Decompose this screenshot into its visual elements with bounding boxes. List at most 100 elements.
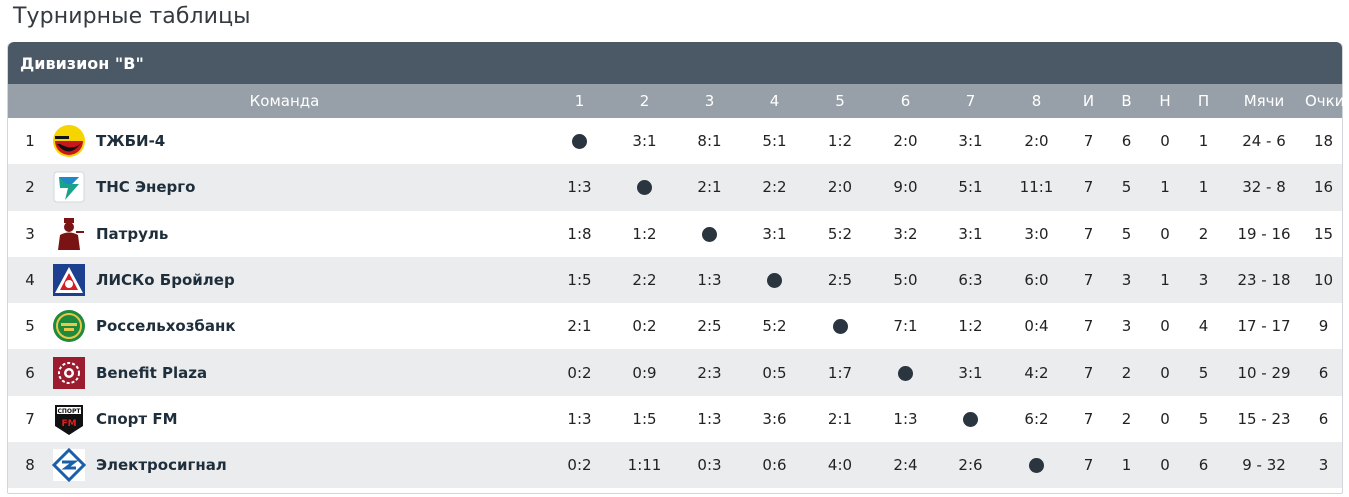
wins-cell: 2	[1121, 363, 1132, 382]
match-result-cell[interactable]: 5:1	[958, 178, 983, 197]
match-result-cell[interactable]: 1:3	[567, 178, 592, 197]
match-result-cell[interactable]: 2:5	[827, 271, 853, 290]
match-result-cell[interactable]: 3:1	[762, 224, 787, 243]
header-draws: Н	[1159, 92, 1171, 110]
match-result-cell[interactable]: 1:2	[827, 132, 853, 151]
team-name-link[interactable]: ТНС Энерго	[96, 178, 196, 197]
match-result-cell[interactable]: 2:0	[1024, 132, 1049, 151]
match-result-cell[interactable]: 6:3	[958, 271, 983, 290]
match-result-cell[interactable]: 11:1	[1019, 178, 1054, 197]
match-result-cell[interactable]: 9:0	[893, 178, 918, 197]
match-result-cell[interactable]: 5:2	[827, 224, 853, 243]
wins-cell: 1	[1121, 456, 1132, 475]
match-result-cell[interactable]: 4:2	[1024, 363, 1049, 382]
match-result-cell[interactable]: 7:1	[893, 317, 918, 336]
match-result-cell[interactable]: 3:1	[958, 132, 983, 151]
points-cell: 18	[1313, 132, 1334, 151]
match-result-cell[interactable]: 3:1	[958, 363, 983, 382]
match-result-cell[interactable]: 3:0	[1024, 224, 1049, 243]
points-cell: 10	[1313, 271, 1334, 290]
team-name-link[interactable]: Benefit Plaza	[96, 363, 208, 382]
position-cell: 4	[25, 271, 35, 290]
match-result-cell[interactable]: 1:2	[632, 224, 657, 243]
match-result-cell[interactable]: 2:0	[893, 132, 918, 151]
match-result-cell[interactable]: 1:3	[893, 409, 918, 428]
lisko-broiler-logo-icon	[52, 263, 86, 297]
match-result-cell[interactable]: 1:8	[567, 224, 592, 243]
played-cell: 7	[1083, 409, 1094, 428]
match-result-cell[interactable]: 1:7	[827, 363, 853, 382]
match-result-cell[interactable]: 2:5	[697, 317, 722, 336]
match-result-cell[interactable]: 1:5	[567, 271, 592, 290]
team-name-link[interactable]: Россельхозбанк	[96, 317, 236, 336]
goals-cell: 17 - 17	[1237, 317, 1291, 336]
match-result-cell[interactable]: 1:11	[627, 456, 662, 475]
match-result-cell[interactable]: 3:2	[893, 224, 918, 243]
self-match-dot-icon	[1029, 458, 1044, 474]
match-result-cell[interactable]: 1:3	[697, 409, 722, 428]
match-result-cell[interactable]: 2:3	[697, 363, 722, 382]
header-position	[8, 84, 52, 118]
match-result-cell[interactable]: 2:2	[632, 271, 657, 290]
match-result-cell[interactable]: 0:2	[632, 317, 657, 336]
table-header-row: Команда 1 2 3 4 5 6 7 8 И В Н П Мячи Очк…	[8, 84, 1344, 118]
table-row: 2 ТНС Энерго 1:3 2:1 2:2 2:0 9:0 5:1 11:1 7 5 1 1 32 …	[8, 164, 1342, 211]
played-cell: 7	[1083, 224, 1094, 243]
match-result-cell[interactable]: 0:2	[567, 363, 592, 382]
match-result-cell[interactable]: 6:0	[1024, 271, 1049, 290]
match-result-cell[interactable]: 2:2	[762, 178, 787, 197]
match-result-cell[interactable]: 0:2	[567, 456, 592, 475]
match-result-cell[interactable]: 2:1	[827, 409, 853, 428]
match-result-cell[interactable]: 0:3	[697, 456, 722, 475]
match-result-cell[interactable]: 1:3	[567, 409, 592, 428]
played-cell: 7	[1083, 271, 1094, 290]
draws-cell: 0	[1160, 409, 1170, 428]
team-cell: Россельхозбанк	[52, 303, 547, 349]
goals-cell: 10 - 29	[1237, 363, 1291, 382]
match-result-cell[interactable]: 4:0	[827, 456, 853, 475]
match-result-cell[interactable]: 5:2	[762, 317, 787, 336]
header-game-3: 3	[704, 92, 715, 110]
match-result-cell[interactable]: 2:0	[827, 178, 853, 197]
match-result-cell[interactable]: 3:1	[958, 224, 983, 243]
match-result-cell[interactable]: 6:2	[1024, 409, 1049, 428]
standings-table: Команда 1 2 3 4 5 6 7 8 И В Н П Мячи Очк…	[8, 84, 1344, 489]
team-name-link[interactable]: ТЖБИ-4	[96, 132, 166, 151]
match-result-cell[interactable]: 8:1	[697, 132, 722, 151]
header-goals: Мячи	[1243, 92, 1285, 110]
division-header: Дивизион "В"	[8, 42, 1342, 84]
self-match-dot-icon	[832, 319, 848, 335]
header-game-4: 4	[769, 92, 780, 110]
benefit-plaza-logo-icon	[52, 356, 86, 390]
header-game-7: 7	[965, 92, 976, 110]
patrol-logo-icon	[52, 217, 86, 251]
match-result-cell[interactable]: 3:1	[632, 132, 657, 151]
match-result-cell[interactable]: 2:6	[958, 456, 983, 475]
match-result-cell[interactable]: 3:6	[762, 409, 787, 428]
match-result-cell[interactable]: 0:4	[1024, 317, 1049, 336]
draws-cell: 0	[1160, 224, 1170, 243]
match-result-cell[interactable]: 2:1	[567, 317, 592, 336]
team-name-link[interactable]: Электросигнал	[96, 456, 227, 475]
position-cell: 2	[25, 178, 35, 197]
match-result-cell[interactable]: 0:6	[762, 456, 787, 475]
match-result-cell[interactable]: 5:0	[893, 271, 918, 290]
team-name-link[interactable]: Спорт FM	[96, 409, 178, 428]
self-match-cell	[677, 211, 742, 257]
match-result-cell[interactable]: 1:2	[958, 317, 983, 336]
team-name-link[interactable]: ЛИСКо Бройлер	[96, 271, 235, 290]
match-result-cell[interactable]: 1:3	[697, 271, 722, 290]
losses-cell: 2	[1198, 224, 1209, 243]
match-result-cell[interactable]: 0:5	[762, 363, 787, 382]
goals-cell: 9 - 32	[1242, 456, 1286, 475]
match-result-cell[interactable]: 1:5	[632, 409, 657, 428]
team-name-link[interactable]: Патруль	[96, 224, 169, 243]
match-result-cell[interactable]: 0:9	[632, 363, 657, 382]
position-cell: 7	[25, 409, 35, 428]
self-match-dot-icon	[702, 226, 717, 242]
match-result-cell[interactable]: 2:1	[697, 178, 722, 197]
match-result-cell[interactable]: 5:1	[762, 132, 787, 151]
match-result-cell[interactable]: 2:4	[893, 456, 918, 475]
goals-cell: 15 - 23	[1237, 409, 1291, 428]
header-game-8: 8	[1031, 92, 1042, 110]
